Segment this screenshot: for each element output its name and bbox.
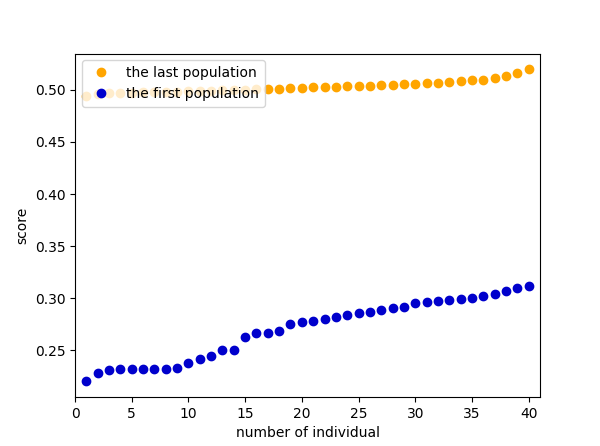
the first population: [275, 329, 283, 334]
the first population: [219, 347, 226, 353]
the first population: [196, 357, 203, 362]
the last population: [242, 87, 249, 93]
the last population: [106, 91, 113, 96]
the first population: [242, 334, 249, 339]
the last population: [434, 80, 442, 85]
the first population: [457, 297, 464, 302]
the first population: [491, 291, 498, 297]
the first population: [117, 366, 124, 372]
the first population: [446, 297, 453, 303]
the first population: [287, 322, 294, 327]
the first population: [83, 379, 90, 384]
Y-axis label: score: score: [15, 206, 29, 244]
the first population: [502, 288, 509, 293]
the first population: [185, 360, 192, 365]
the last population: [162, 89, 169, 95]
the last population: [310, 84, 317, 90]
the last population: [366, 83, 373, 88]
the last population: [377, 82, 385, 87]
the last population: [355, 83, 362, 88]
the last population: [491, 76, 498, 81]
X-axis label: number of individual: number of individual: [235, 426, 380, 440]
the last population: [412, 81, 419, 87]
the last population: [525, 66, 532, 72]
the last population: [469, 77, 476, 82]
the first population: [264, 331, 271, 336]
the last population: [423, 80, 430, 85]
the first population: [230, 347, 238, 353]
the last population: [264, 86, 271, 91]
the last population: [185, 88, 192, 94]
the first population: [94, 370, 101, 376]
the last population: [457, 78, 464, 83]
the first population: [423, 300, 430, 305]
the last population: [502, 74, 509, 79]
the last population: [344, 83, 351, 88]
the last population: [479, 77, 487, 82]
the first population: [479, 293, 487, 299]
the first population: [412, 301, 419, 306]
the last population: [151, 89, 158, 95]
the last population: [128, 91, 136, 96]
the first population: [208, 354, 215, 359]
the first population: [332, 314, 340, 319]
the last population: [117, 91, 124, 96]
the last population: [83, 94, 90, 99]
the first population: [389, 306, 396, 311]
the last population: [446, 79, 453, 84]
the last population: [321, 84, 328, 90]
Legend: the last population, the first population: the last population, the first populatio…: [82, 61, 265, 107]
the last population: [389, 82, 396, 87]
the first population: [377, 307, 385, 312]
the first population: [310, 318, 317, 324]
the first population: [469, 295, 476, 301]
the last population: [196, 88, 203, 94]
the last population: [514, 70, 521, 76]
the first population: [298, 319, 305, 325]
the last population: [139, 89, 146, 95]
the last population: [230, 87, 238, 93]
the last population: [275, 86, 283, 91]
the first population: [173, 365, 181, 371]
the first population: [128, 366, 136, 372]
Line: the last population: the last population: [82, 65, 533, 100]
the first population: [139, 366, 146, 372]
the first population: [344, 312, 351, 318]
the first population: [525, 283, 532, 288]
the first population: [400, 305, 407, 310]
the first population: [366, 309, 373, 314]
the first population: [162, 366, 169, 372]
the first population: [321, 316, 328, 322]
the last population: [298, 85, 305, 91]
the last population: [253, 86, 260, 91]
the first population: [151, 366, 158, 372]
the first population: [355, 310, 362, 315]
the first population: [434, 298, 442, 304]
the first population: [253, 331, 260, 336]
the last population: [332, 84, 340, 90]
the last population: [400, 81, 407, 87]
the last population: [219, 87, 226, 93]
the last population: [94, 91, 101, 97]
the last population: [208, 88, 215, 94]
the first population: [514, 285, 521, 290]
the last population: [287, 85, 294, 91]
the first population: [106, 367, 113, 372]
Line: the first population: the first population: [82, 281, 533, 385]
the last population: [173, 89, 181, 95]
